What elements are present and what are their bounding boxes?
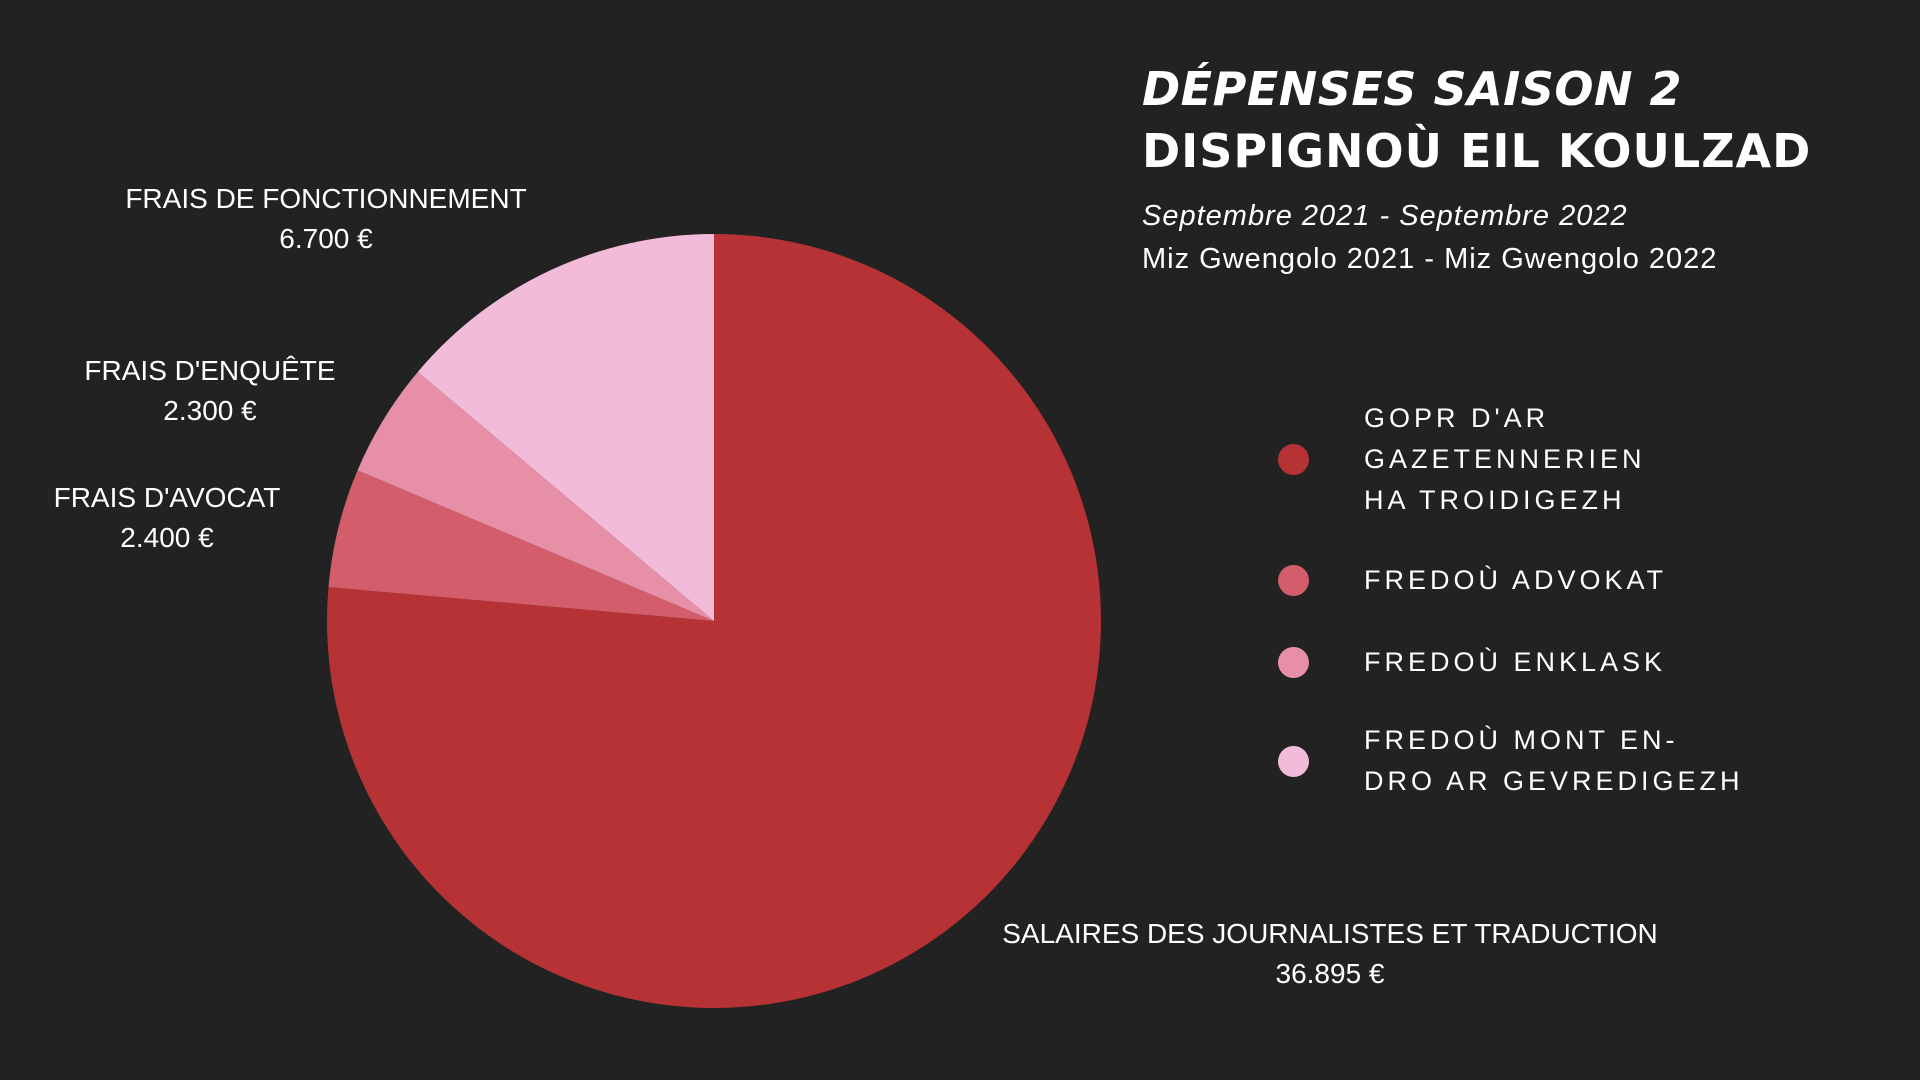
legend-label: GOPR D'AR GAZETENNERIEN HA TROIDIGEZH bbox=[1364, 398, 1646, 521]
slice-label-2: FRAIS D'ENQUÊTE 2.300 € bbox=[84, 351, 335, 431]
slice-label-value: 2.400 € bbox=[120, 522, 214, 553]
legend-label-line: HA TROIDIGEZH bbox=[1364, 485, 1626, 515]
slice-label-1: FRAIS D'AVOCAT 2.400 € bbox=[54, 478, 281, 558]
chart-title-fr: DÉPENSES SAISON 2 bbox=[1142, 62, 1683, 116]
legend-label-line: GAZETENNERIEN bbox=[1364, 444, 1646, 474]
legend-label-line: GOPR D'AR bbox=[1364, 403, 1550, 433]
slice-label-value: 36.895 € bbox=[1275, 958, 1385, 989]
legend-swatch bbox=[1278, 565, 1309, 596]
legend-label-line: FREDOÙ ADVOKAT bbox=[1364, 565, 1668, 595]
slice-label-3: FRAIS DE FONCTIONNEMENT 6.700 € bbox=[125, 179, 526, 259]
slice-label-value: 6.700 € bbox=[279, 223, 373, 254]
legend-label-line: FREDOÙ MONT EN- bbox=[1364, 725, 1679, 755]
legend-label: FREDOÙ ENKLASK bbox=[1364, 642, 1666, 683]
chart-title-br: DISPIGNOÙ EIL KOULZAD bbox=[1142, 124, 1812, 178]
period-br: Miz Gwengolo 2021 - Miz Gwengolo 2022 bbox=[1142, 243, 1718, 275]
slice-label-name: FRAIS D'AVOCAT bbox=[53, 482, 281, 513]
legend-label: FREDOÙ ADVOKAT bbox=[1364, 560, 1667, 601]
pie-slice-3 bbox=[417, 234, 714, 621]
legend-swatch bbox=[1278, 745, 1309, 777]
legend-label-line: FREDOÙ ENKLASK bbox=[1364, 647, 1667, 677]
period-fr: Septembre 2021 - Septembre 2022 bbox=[1142, 200, 1628, 232]
legend-label-line: DRO AR GEVREDIGEZH bbox=[1364, 766, 1744, 796]
slice-label-value: 2.300 € bbox=[163, 395, 257, 426]
slice-label-name: SALAIRES DES JOURNALISTES ET TRADUCTION bbox=[1002, 918, 1658, 949]
legend-swatch bbox=[1278, 444, 1309, 475]
slice-label-0: SALAIRES DES JOURNALISTES ET TRADUCTION 3… bbox=[1002, 914, 1658, 994]
legend-label: FREDOÙ MONT EN- DRO AR GEVREDIGEZH bbox=[1364, 720, 1744, 802]
legend-swatch bbox=[1278, 647, 1309, 678]
slice-label-name: FRAIS D'ENQUÊTE bbox=[84, 355, 336, 386]
slice-label-name: FRAIS DE FONCTIONNEMENT bbox=[125, 183, 527, 214]
pie-slice-2 bbox=[357, 371, 714, 621]
pie-slice-1 bbox=[328, 470, 714, 621]
